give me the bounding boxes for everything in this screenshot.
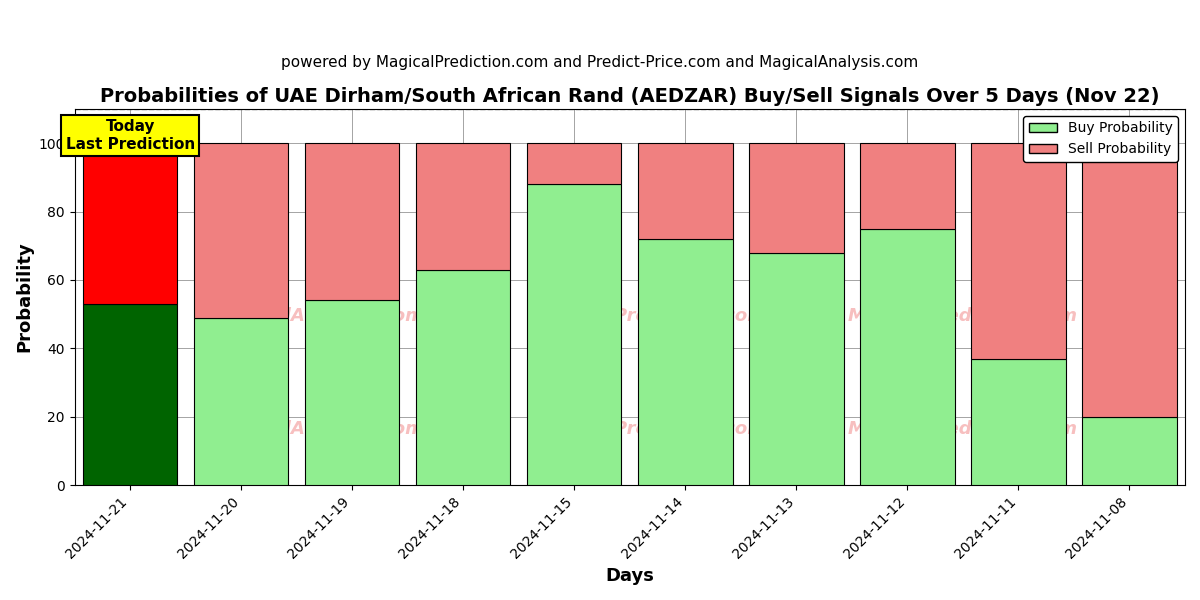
Bar [83,304,178,485]
Text: MagicalPrediction.com: MagicalPrediction.com [848,307,1078,325]
Bar [305,143,400,301]
Legend: Buy Probability, Sell Probability: Buy Probability, Sell Probability [1024,116,1178,162]
Bar [83,143,178,304]
Bar [194,317,288,485]
Text: MagicalAnalysis.com: MagicalAnalysis.com [214,307,425,325]
Text: powered by MagicalPrediction.com and Predict-Price.com and MagicalAnalysis.com: powered by MagicalPrediction.com and Pre… [281,55,919,70]
Bar [638,143,732,239]
Bar [971,359,1066,485]
Bar [416,269,510,485]
Bar [749,253,844,485]
Bar [860,143,955,229]
Bar [527,143,622,184]
Text: MagicalPrediction.com: MagicalPrediction.com [538,419,767,437]
Bar [1082,143,1177,416]
Y-axis label: Probability: Probability [16,242,34,352]
Text: MagicalPrediction.com: MagicalPrediction.com [538,307,767,325]
Title: Probabilities of UAE Dirham/South African Rand (AEDZAR) Buy/Sell Signals Over 5 : Probabilities of UAE Dirham/South Africa… [100,87,1159,106]
Bar [638,239,732,485]
Bar [1082,416,1177,485]
X-axis label: Days: Days [605,567,654,585]
Bar [749,143,844,253]
Bar [194,143,288,317]
Bar [305,301,400,485]
Bar [971,143,1066,359]
Text: MagicalAnalysis.com: MagicalAnalysis.com [214,419,425,437]
Bar [860,229,955,485]
Bar [416,143,510,269]
Bar [527,184,622,485]
Text: Today
Last Prediction: Today Last Prediction [66,119,194,152]
Text: MagicalPrediction.com: MagicalPrediction.com [848,419,1078,437]
